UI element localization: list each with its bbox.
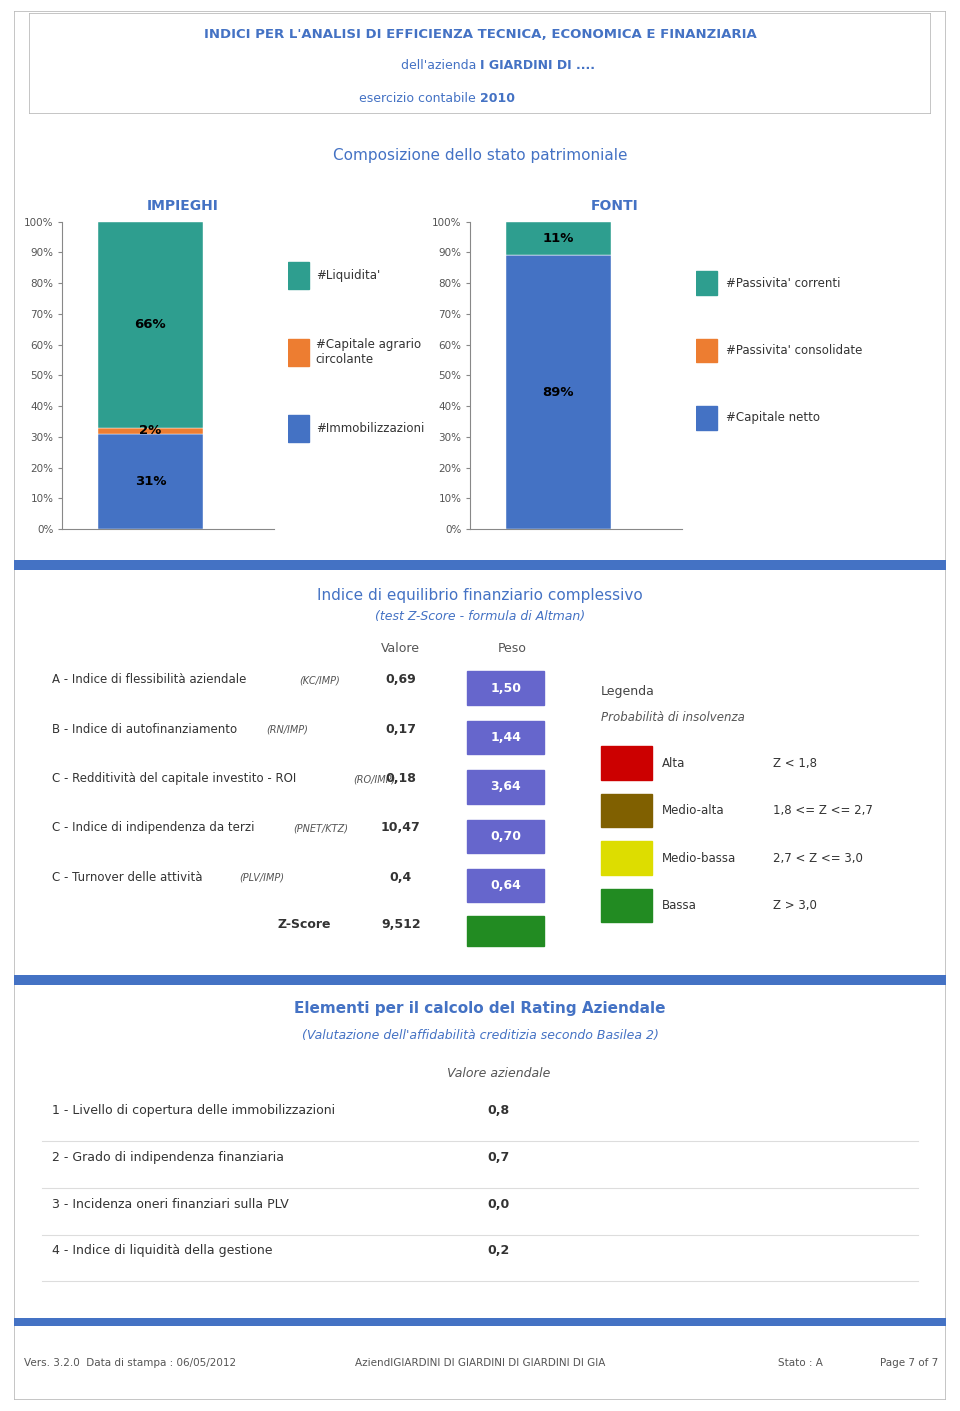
Bar (467, 770, 544, 804)
Text: Legenda: Legenda (601, 686, 655, 698)
Bar (467, 869, 544, 903)
Text: 0,18: 0,18 (385, 772, 417, 785)
Bar (696, 271, 717, 295)
Text: (Valutazione dell'affidabilità creditizia secondo Basilea 2): (Valutazione dell'affidabilità creditizi… (301, 1029, 659, 1041)
Text: Valore aziendale: Valore aziendale (447, 1067, 550, 1081)
Text: 1,50: 1,50 (491, 682, 521, 694)
Text: Bassa: Bassa (661, 899, 696, 912)
Text: Z > 3,0: Z > 3,0 (774, 899, 817, 912)
Text: #Liquidita': #Liquidita' (316, 270, 380, 282)
Text: I GIARDINI DI ....: I GIARDINI DI .... (480, 59, 595, 72)
Text: Indice di equilibrio finanziario complessivo: Indice di equilibrio finanziario comples… (317, 588, 643, 604)
Text: 2010: 2010 (480, 92, 515, 104)
Bar (696, 339, 717, 363)
Text: 66%: 66% (134, 317, 166, 332)
Bar (467, 672, 544, 706)
Text: (RN/IMP): (RN/IMP) (266, 725, 308, 735)
Text: 0,70: 0,70 (491, 830, 521, 842)
Text: (RO/IMP): (RO/IMP) (353, 775, 396, 785)
Bar (506, 255, 612, 529)
Text: 0,64: 0,64 (491, 879, 521, 892)
Text: Z-Score: Z-Score (277, 919, 331, 931)
Text: 0,17: 0,17 (385, 722, 417, 735)
Text: 0,7: 0,7 (488, 1151, 510, 1164)
Text: Page 7 of 7: Page 7 of 7 (880, 1357, 939, 1369)
Text: Valore: Valore (381, 642, 420, 655)
Text: 0,69: 0,69 (386, 673, 417, 686)
Text: 2%: 2% (139, 425, 161, 437)
Text: Z < 1,8: Z < 1,8 (774, 756, 817, 770)
Text: #Capitale netto: #Capitale netto (726, 411, 820, 425)
Text: 1 - Livello di copertura delle immobilizzazioni: 1 - Livello di copertura delle immobiliz… (52, 1105, 335, 1118)
Text: Medio-alta: Medio-alta (661, 804, 724, 817)
Text: Probabilità di insolvenza: Probabilità di insolvenza (601, 711, 745, 724)
Bar (288, 415, 309, 443)
Bar (601, 746, 652, 780)
FancyBboxPatch shape (29, 13, 931, 114)
Bar (288, 262, 309, 289)
Bar (288, 339, 309, 365)
Text: Alta: Alta (661, 756, 684, 770)
Text: Peso: Peso (498, 642, 527, 655)
Text: 3,64: 3,64 (491, 780, 521, 793)
Text: 4 - Indice di liquidità della gestione: 4 - Indice di liquidità della gestione (52, 1245, 272, 1257)
Text: 89%: 89% (542, 385, 574, 399)
Text: 31%: 31% (134, 476, 166, 488)
Text: 0,0: 0,0 (488, 1198, 510, 1211)
Bar (601, 889, 652, 923)
Text: (KC/IMP): (KC/IMP) (300, 676, 341, 686)
Text: A - Indice di flessibilità aziendale: A - Indice di flessibilità aziendale (52, 673, 250, 686)
Text: 2,7 < Z <= 3,0: 2,7 < Z <= 3,0 (774, 851, 863, 865)
Text: Stato : A: Stato : A (778, 1357, 823, 1369)
Text: C - Redditività del capitale investito - ROI: C - Redditività del capitale investito -… (52, 772, 300, 785)
Text: (PLV/IMP): (PLV/IMP) (239, 873, 284, 883)
Bar (467, 820, 544, 854)
Bar (98, 433, 204, 529)
Text: FONTI: FONTI (590, 199, 638, 213)
Bar (601, 794, 652, 827)
Bar (506, 222, 612, 255)
Text: (test Z-Score - formula di Altman): (test Z-Score - formula di Altman) (375, 610, 585, 624)
Text: 1,8 <= Z <= 2,7: 1,8 <= Z <= 2,7 (774, 804, 874, 817)
Bar (601, 841, 652, 875)
Text: 10,47: 10,47 (381, 821, 420, 834)
Text: #Immobilizzazioni: #Immobilizzazioni (316, 422, 424, 436)
Text: AziendIGIARDINI DI GIARDINI DI GIARDINI DI GIA: AziendIGIARDINI DI GIARDINI DI GIARDINI … (355, 1357, 605, 1369)
Text: Vers. 3.2.0  Data di stampa : 06/05/2012: Vers. 3.2.0 Data di stampa : 06/05/2012 (24, 1357, 236, 1369)
Text: 2 - Grado di indipendenza finanziaria: 2 - Grado di indipendenza finanziaria (52, 1151, 283, 1164)
Text: esercizio contabile: esercizio contabile (359, 92, 480, 104)
Text: 1,44: 1,44 (491, 731, 521, 744)
Text: INDICI PER L'ANALISI DI EFFICIENZA TECNICA, ECONOMICA E FINANZIARIA: INDICI PER L'ANALISI DI EFFICIENZA TECNI… (204, 28, 756, 41)
Text: Elementi per il calcolo del Rating Aziendale: Elementi per il calcolo del Rating Azien… (295, 1002, 665, 1016)
Bar (98, 222, 204, 428)
Bar (467, 721, 544, 755)
Text: Medio-bassa: Medio-bassa (661, 851, 735, 865)
Text: 0,2: 0,2 (488, 1245, 510, 1257)
Text: 0,4: 0,4 (390, 871, 412, 883)
Text: Composizione dello stato patrimoniale: Composizione dello stato patrimoniale (333, 148, 627, 162)
Text: 3 - Incidenza oneri finanziari sulla PLV: 3 - Incidenza oneri finanziari sulla PLV (52, 1198, 288, 1211)
Text: C - Indice di indipendenza da terzi: C - Indice di indipendenza da terzi (52, 821, 258, 834)
Text: #Passivita' correnti: #Passivita' correnti (726, 277, 840, 289)
Text: dell'azienda: dell'azienda (400, 59, 480, 72)
Text: 11%: 11% (542, 231, 574, 246)
Text: 9,512: 9,512 (381, 919, 420, 931)
Text: C - Turnover delle attività: C - Turnover delle attività (52, 871, 205, 883)
Text: #Passivita' consolidate: #Passivita' consolidate (726, 344, 862, 357)
Bar (467, 916, 544, 945)
Text: (PNET/KTZ): (PNET/KTZ) (293, 824, 348, 834)
Text: B - Indice di autofinanziamento: B - Indice di autofinanziamento (52, 722, 241, 735)
Text: IMPIEGHI: IMPIEGHI (147, 199, 218, 213)
Bar (98, 428, 204, 433)
Text: 0,8: 0,8 (488, 1105, 510, 1118)
Text: #Capitale agrario
circolante: #Capitale agrario circolante (316, 339, 420, 367)
Bar (696, 406, 717, 429)
